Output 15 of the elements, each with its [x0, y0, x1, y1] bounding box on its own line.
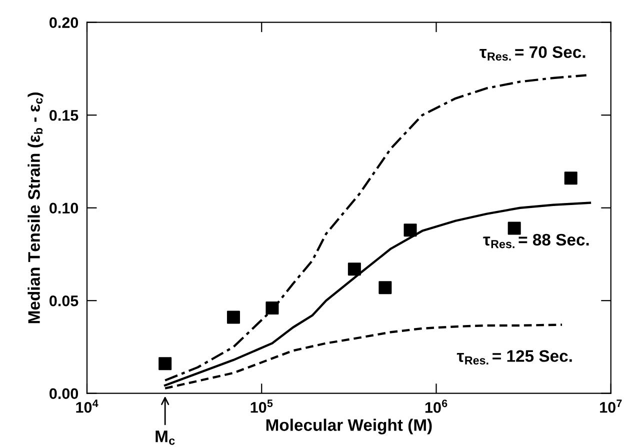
y-tick-label: 0.05 [50, 295, 78, 306]
y-tick-label: 0.10 [50, 202, 78, 214]
series-label: τ$_{Res.}$= 88 Sec. [483, 234, 589, 248]
text: M$_{c}$ [156, 430, 175, 445]
y-tick-label: 0.20 [50, 17, 78, 28]
y-tick-label: 0.15 [50, 110, 78, 121]
x-tick-label: 10$^{6}$ [425, 400, 448, 413]
y-tick-label: 0.00 [50, 388, 78, 400]
series-label: τ$_{Res.}$= 125 Sec. [456, 350, 572, 365]
x-tick-label: 10$^{7}$ [600, 400, 622, 413]
y-axis-title: Median Tensile Strain (ε$_{b}$ - ε$_{c}$) [28, 92, 44, 324]
x-axis-title: Molecular Weight (M) [266, 418, 432, 434]
x-tick-label: 10$^{5}$ [250, 400, 273, 413]
series-label: τ$_{Res.}$= 70 Sec. [480, 46, 586, 61]
x-tick-label: 10$^{4}$ [76, 400, 98, 413]
